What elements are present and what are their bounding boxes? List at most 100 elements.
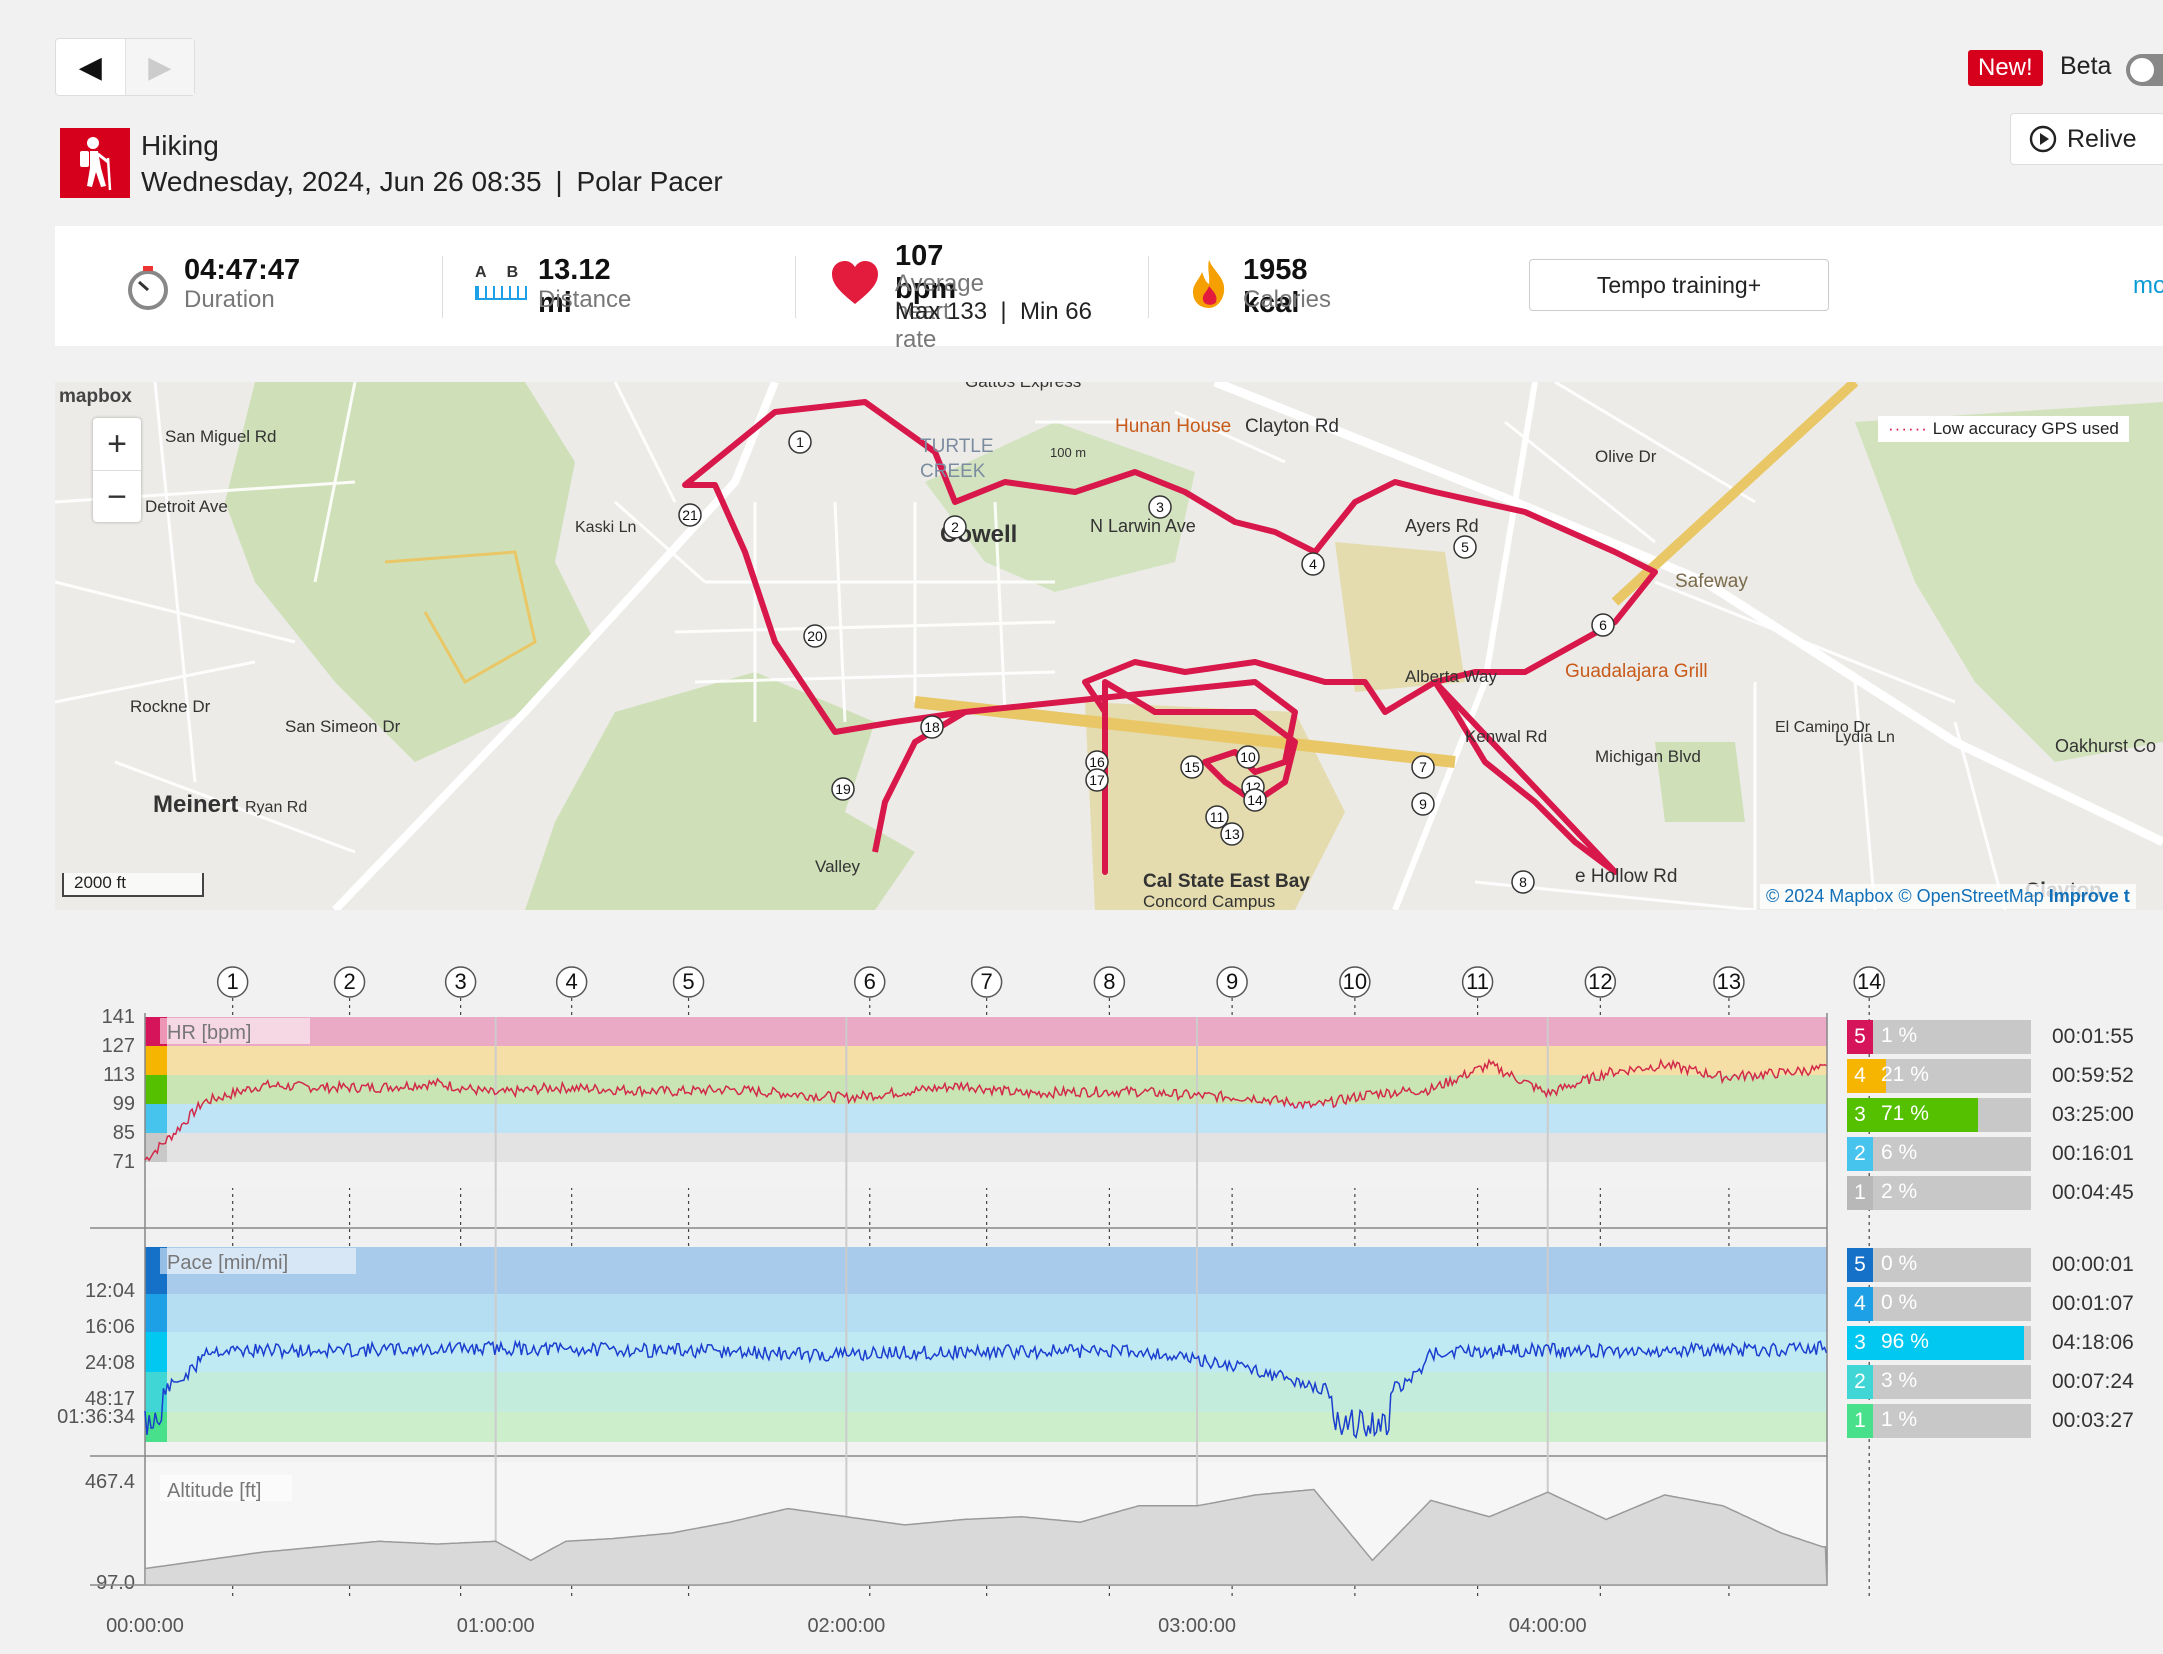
zone-time: 00:59:52 [2052,1064,2134,1087]
pace-axis-tick: 12:04 [85,1280,135,1302]
lap-marker[interactable]: 13 [1220,822,1244,846]
session-info: Wednesday, 2024, Jun 26 08:35 | Polar Pa… [141,166,723,198]
lap-marker[interactable]: 18 [920,715,944,739]
zone-percent: 3 % [1881,1369,1918,1392]
lap-marker[interactable]: 19 [831,777,855,801]
toggle-knob [2130,58,2154,82]
pace-axis-tick: 16:06 [85,1316,135,1338]
divider [442,256,443,318]
map-label: Clayton Rd [1245,416,1339,437]
more-link[interactable]: mo [2133,272,2163,299]
zoom-control: + − [93,418,141,522]
hr-zone-marker [145,1046,167,1075]
lap-marker[interactable]: 3 [444,966,477,998]
lap-marker[interactable]: 10 [1236,745,1260,769]
route-map[interactable]: Gattos Express Hunan House Clayton Rd TURTL… [55,382,2163,910]
map-canvas[interactable]: Gattos Express Hunan House Clayton Rd TURTL… [55,382,2163,910]
ygnacio-valley-road [914,696,1456,768]
mapbox-attribution-link[interactable]: © 2024 Mapbox [1766,886,1894,906]
svg-text:6: 6 [1599,617,1607,633]
lap-marker[interactable]: 1 [216,966,249,998]
map-label: San Miguel Rd [165,427,277,446]
altitude-axis-tick: 97.0 [96,1572,135,1594]
next-activity-button[interactable]: ▶ [124,39,194,95]
lap-marker[interactable]: 4 [1301,552,1325,576]
zone-number: 4 [1847,1287,1873,1321]
pace-zone-marker [145,1332,167,1372]
school-area [1335,542,1465,692]
map-label: N Larwin Ave [1090,516,1196,536]
park-area [1655,742,1745,822]
lap-marker[interactable]: 9 [1411,792,1435,816]
svg-text:8: 8 [1519,874,1527,890]
relive-button[interactable]: Relive [2010,113,2163,165]
hr-chart-title: HR [bpm] [167,1022,251,1044]
lap-marker[interactable]: 9 [1216,966,1248,998]
lap-marker[interactable]: 5 [672,966,705,998]
svg-text:13: 13 [1717,969,1741,994]
map-label: Hunan House [1115,416,1231,437]
lap-marker[interactable]: 6 [853,966,886,998]
lap-marker[interactable]: 4 [555,966,588,998]
svg-text:2: 2 [951,519,959,535]
lap-marker[interactable]: 2 [943,515,967,539]
previous-activity-button[interactable]: ◀ [56,39,125,95]
hr-zone-band [145,1133,1827,1162]
lap-marker[interactable]: 1 [788,430,812,454]
hr-zone-bar: 2 6 % [1847,1137,2031,1171]
lap-marker[interactable]: 5 [1453,535,1477,559]
lap-marker[interactable]: 20 [803,624,827,648]
beta-toggle[interactable] [2126,54,2163,86]
training-benefit-button[interactable]: Tempo training+ [1529,259,1829,311]
lap-marker[interactable]: 11 [1205,805,1229,829]
svg-text:17: 17 [1089,772,1105,788]
lap-marker[interactable]: 7 [970,966,1003,998]
lap-marker[interactable]: 17 [1085,768,1109,792]
map-label: Ayers Rd [1405,516,1479,536]
activity-charts[interactable]: 1234567891011121314151617181920211411271… [55,960,2163,1649]
zone-time: 00:04:45 [2052,1181,2134,1204]
lap-marker[interactable]: 7 [1411,755,1435,779]
lap-marker[interactable]: 3 [1148,495,1172,519]
zone-number: 2 [1847,1137,1873,1171]
lap-marker[interactable]: 13 [1713,966,1745,998]
improve-map-link[interactable]: Improve t [2048,886,2130,906]
zone-percent: 1 % [1881,1408,1918,1431]
svg-text:7: 7 [1419,759,1427,775]
lap-marker[interactable]: 21 [678,503,702,527]
hr-axis-tick: 99 [113,1093,135,1115]
lap-marker[interactable]: 10 [1339,966,1371,998]
map-label: Ryan Rd [245,799,307,816]
zoom-out-button[interactable]: − [107,477,127,516]
lap-marker[interactable]: 11 [1461,966,1494,998]
lap-marker[interactable]: 6 [1591,613,1615,637]
divider [1148,256,1149,318]
lap-marker[interactable]: 12 [1584,966,1617,998]
svg-text:1: 1 [796,434,804,450]
map-label: CREEK [920,461,986,482]
separator: | [555,166,563,197]
lap-marker[interactable]: 14 [1243,788,1267,812]
park-area [225,382,595,762]
svg-text:2: 2 [343,969,355,994]
pace-chart-title: Pace [min/mi] [167,1252,288,1274]
map-label: Safeway [1675,571,1748,592]
map-label: Cal State East Bay [1143,871,1310,892]
lap-marker[interactable]: 14 [1853,966,1885,998]
hr-zone-marker [145,1133,167,1162]
lap-marker[interactable]: 8 [1511,870,1535,894]
lap-marker[interactable]: 8 [1093,966,1126,998]
lap-marker[interactable]: 15 [1180,755,1204,779]
lap-marker[interactable]: 2 [333,966,366,998]
lap-marker[interactable]: 16 [1085,750,1109,774]
hr-zone-bar: 5 1 % [1847,1020,2031,1054]
osm-attribution-link[interactable]: © OpenStreetMap [1898,886,2044,906]
play-circle-icon [2029,125,2057,153]
hr-line [144,1058,1827,1162]
zone-number: 1 [1847,1404,1873,1438]
zoom-in-button[interactable]: + [93,418,141,471]
map-label: Oakhurst Co [2055,736,2156,756]
svg-text:6: 6 [864,969,876,994]
